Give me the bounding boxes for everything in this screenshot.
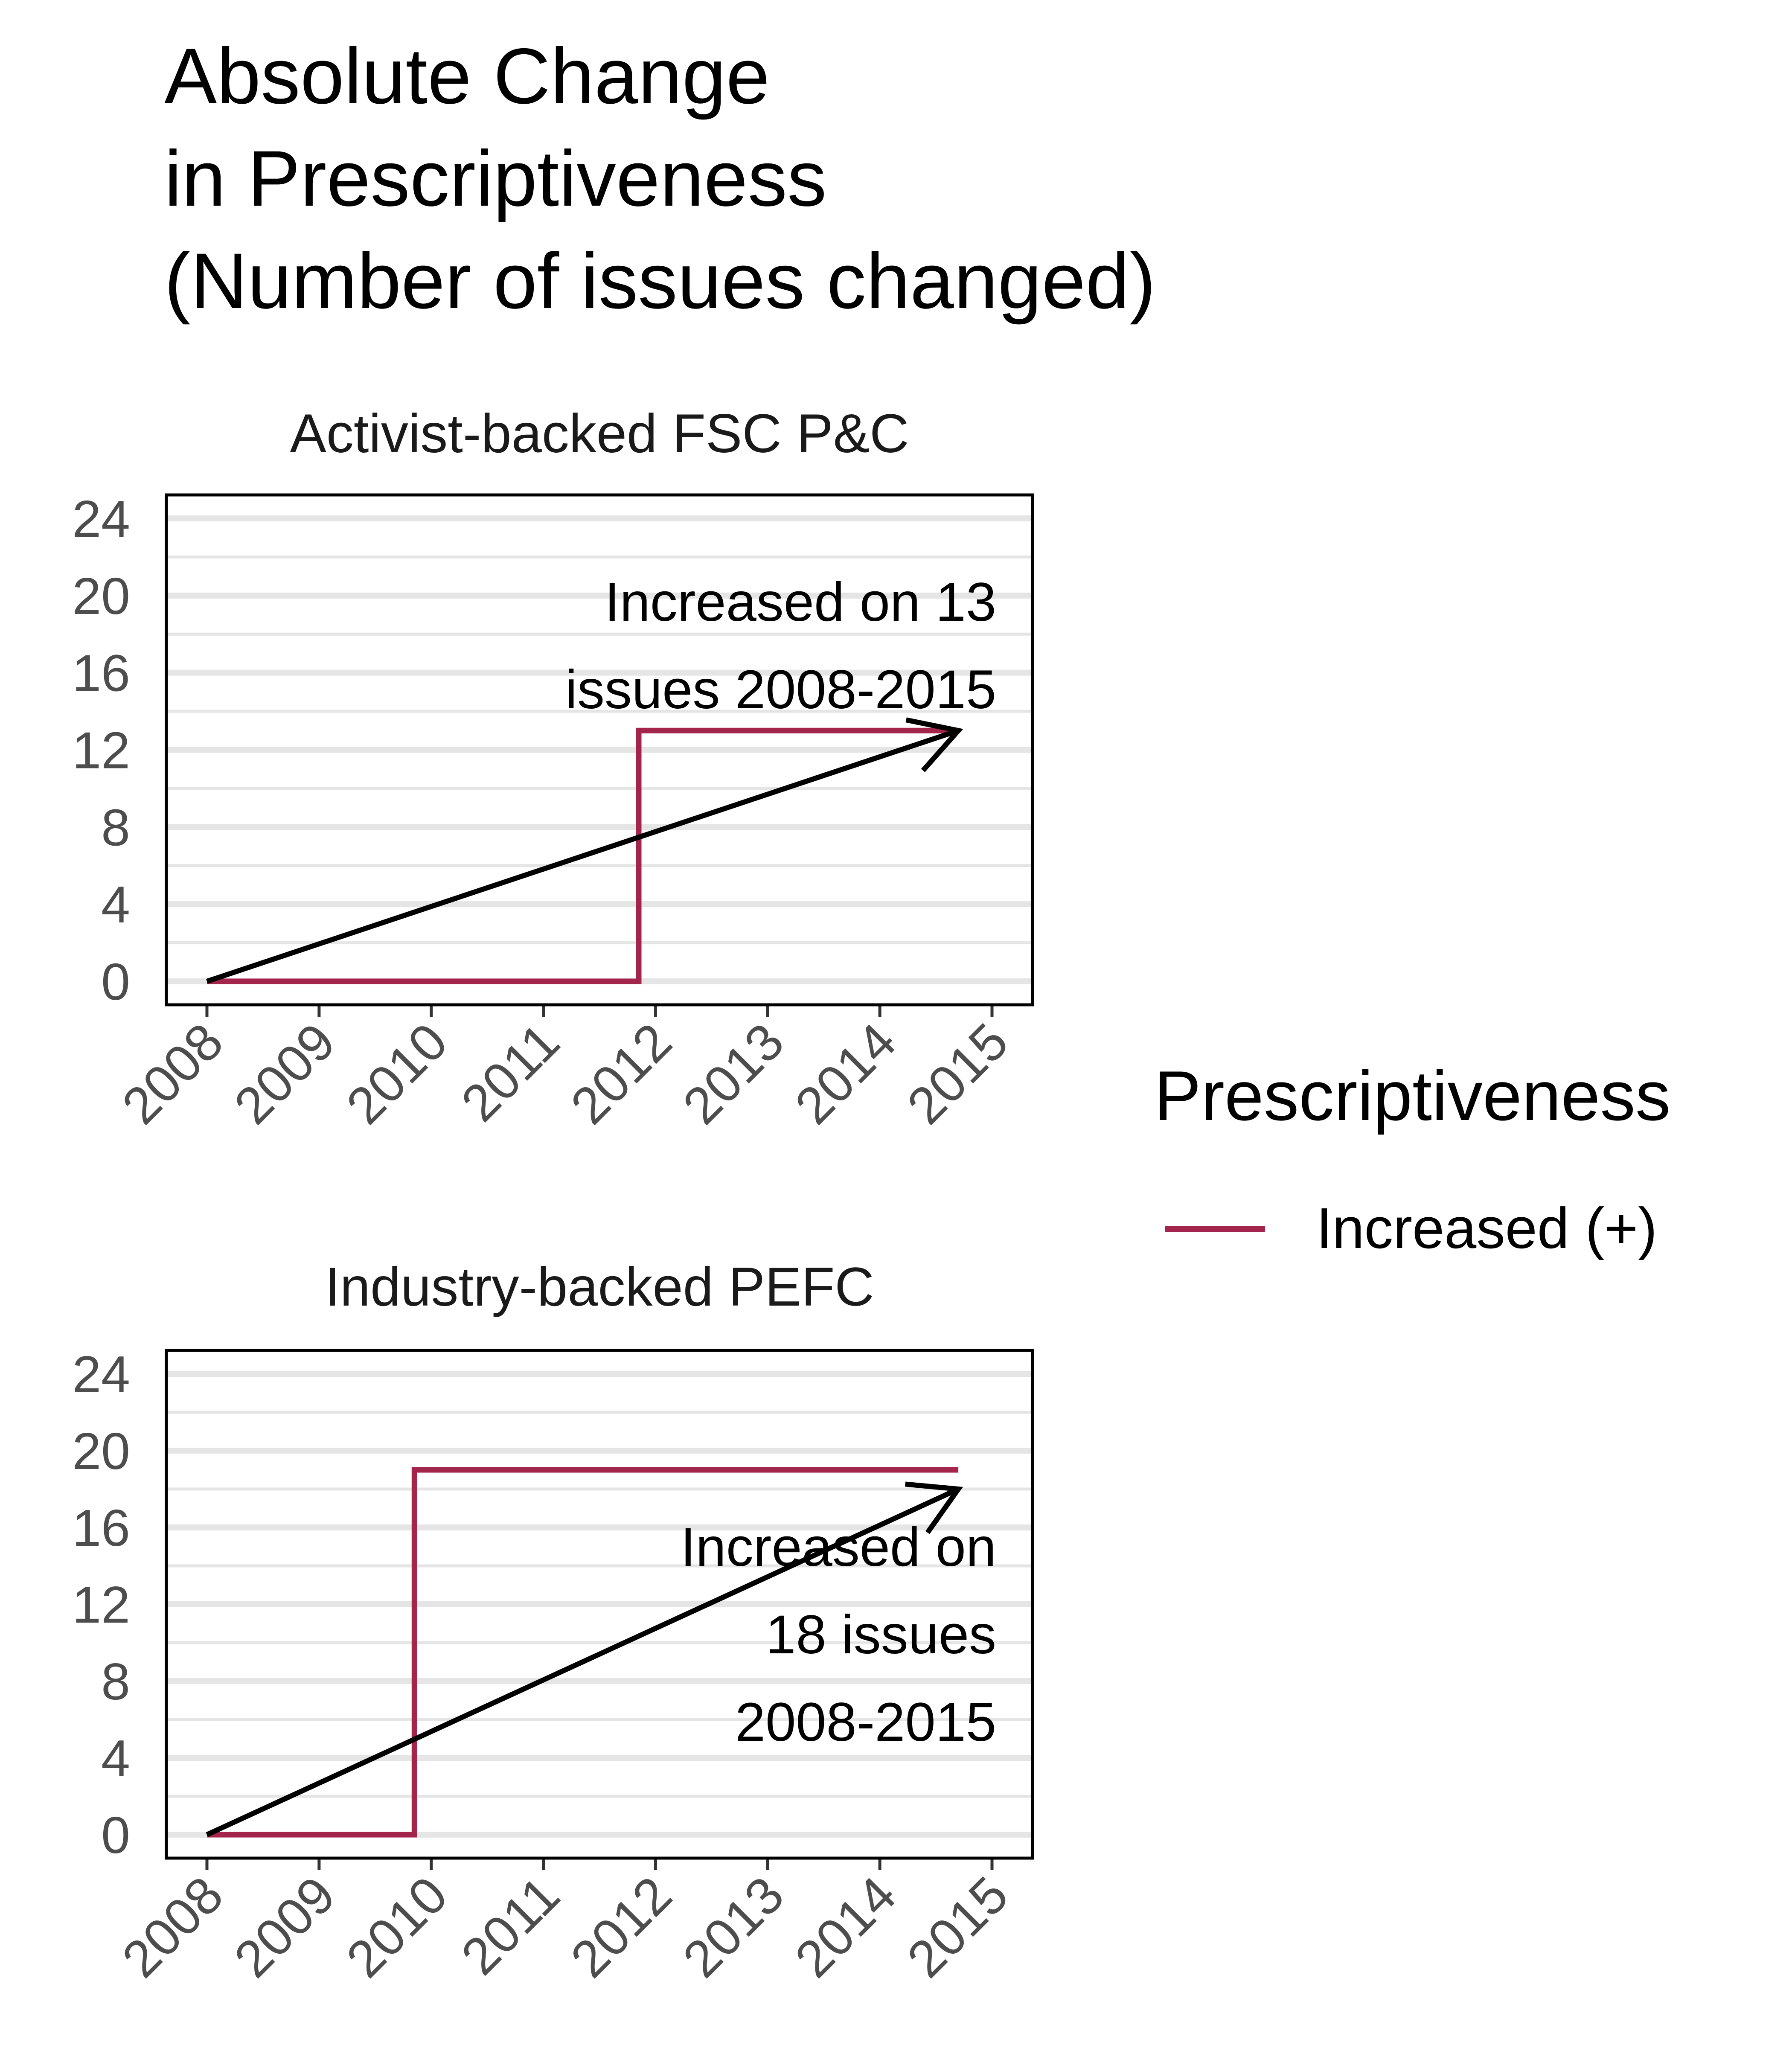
panel-border — [165, 493, 1034, 1007]
y-tick-label: 16 — [72, 644, 130, 702]
y-tick-label: 8 — [101, 1652, 130, 1711]
panel-border — [165, 1349, 1034, 1860]
x-tick-label: 2014 — [784, 1865, 907, 1988]
annotation-line: Increased on 13 — [605, 572, 996, 633]
trend-arrow-shaft — [206, 1487, 960, 1837]
y-tick-label: 12 — [72, 1576, 130, 1634]
title-line-1: Absolute Change — [164, 32, 770, 120]
chart-title: Absolute Change in Prescriptiveness (Num… — [164, 32, 1156, 325]
panel-1: Activist-backed FSC P&C04812162024200820… — [72, 403, 1034, 1135]
x-tick-label: 2008 — [111, 1865, 234, 1988]
y-tick-label: 20 — [72, 1422, 130, 1480]
annotation-line: 18 issues — [765, 1604, 996, 1665]
chart-panels: Activist-backed FSC P&C04812162024200820… — [72, 403, 1034, 1988]
y-tick-label: 24 — [72, 490, 130, 548]
x-tick-label: 2015 — [896, 1012, 1019, 1135]
facet-title: Industry-backed PEFC — [325, 1257, 874, 1318]
y-tick-label: 0 — [101, 1806, 130, 1864]
y-tick-label: 4 — [101, 876, 130, 934]
annotation-line: 2008-2015 — [735, 1692, 996, 1753]
x-tick-label: 2011 — [450, 1865, 570, 1986]
x-tick-label: 2014 — [784, 1012, 907, 1135]
trend-arrowhead — [905, 717, 963, 772]
title-line-3: (Number of issues changed) — [164, 237, 1156, 325]
series-line-increased — [207, 1467, 959, 1838]
x-tick-label: 2013 — [672, 1012, 795, 1135]
y-tick-label: 8 — [101, 798, 130, 856]
annotation-line: issues 2008-2015 — [565, 659, 997, 720]
series-line-increased — [207, 727, 959, 984]
legend: Prescriptiveness Increased (+) — [1154, 1056, 1670, 1260]
x-tick-label: 2009 — [223, 1012, 346, 1135]
x-tick-label: 2012 — [560, 1865, 683, 1988]
panel-2: Industry-backed PEFC04812162024200820092… — [72, 1257, 1034, 1988]
y-tick-label: 24 — [72, 1345, 130, 1403]
x-tick-label: 2012 — [560, 1012, 683, 1135]
x-tick-label: 2013 — [672, 1865, 795, 1988]
x-tick-label: 2011 — [450, 1012, 570, 1132]
legend-title: Prescriptiveness — [1154, 1056, 1670, 1135]
y-tick-label: 12 — [72, 721, 130, 780]
x-tick-label: 2015 — [896, 1865, 1019, 1988]
y-tick-label: 4 — [101, 1729, 130, 1787]
x-tick-label: 2010 — [335, 1865, 458, 1988]
x-tick-label: 2008 — [111, 1012, 234, 1135]
facet-title: Activist-backed FSC P&C — [290, 403, 909, 464]
legend-label-increased: Increased (+) — [1316, 1196, 1657, 1260]
title-line-2: in Prescriptiveness — [164, 135, 827, 223]
x-tick-label: 2009 — [223, 1865, 346, 1988]
trend-arrowhead — [905, 1481, 963, 1534]
annotation-line: Increased on — [681, 1517, 996, 1578]
y-tick-label: 20 — [72, 567, 130, 625]
y-tick-label: 0 — [101, 953, 130, 1011]
x-tick-label: 2010 — [335, 1012, 458, 1135]
trend-arrow-shaft — [206, 728, 960, 984]
y-tick-label: 16 — [72, 1499, 130, 1557]
